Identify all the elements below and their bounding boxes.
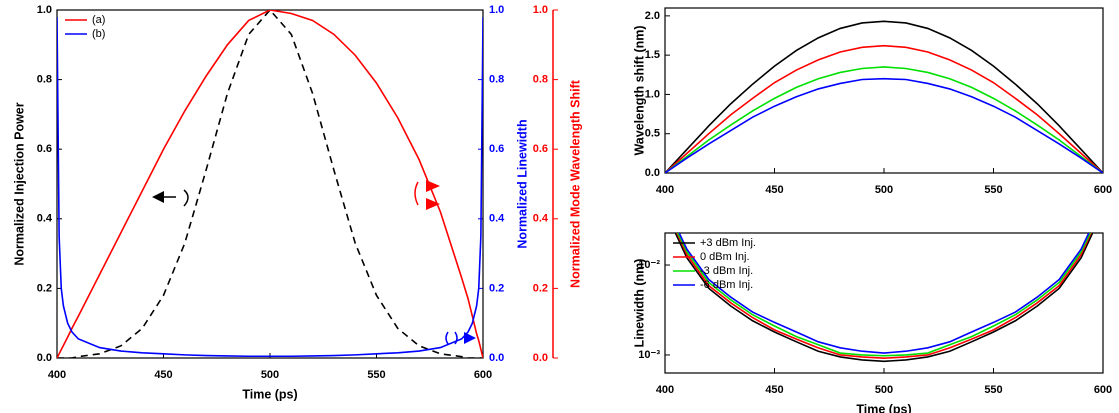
y-tick-label: 1.0 [645, 88, 660, 100]
series-line [676, 233, 1092, 357]
x-axis-label: Time (ps) [242, 387, 297, 401]
x-axis-label: Time (ps) [856, 402, 911, 413]
series-line [665, 66, 1103, 173]
x-tick-label: 400 [656, 184, 674, 196]
plot-area [674, 233, 1094, 363]
series-line [57, 10, 483, 358]
x-tick-label: 550 [984, 384, 1002, 396]
x-tick-label: 550 [367, 369, 385, 381]
series-line [665, 20, 1103, 173]
y-tick-label: 0.2 [533, 282, 548, 294]
annotation-arrows [152, 180, 476, 345]
y-tick-label: 1.0 [489, 4, 504, 16]
x-tick-label: 500 [875, 384, 893, 396]
x-tick-label: 450 [154, 369, 172, 381]
x-tick-label: 450 [765, 384, 783, 396]
series-line [57, 16, 483, 358]
y-tick-label: 0.6 [489, 143, 504, 155]
x-tick-label: 600 [1094, 184, 1112, 196]
legend-label: 0 dBm Inj. [700, 251, 750, 263]
y-tick-label: 0.0 [37, 352, 52, 364]
y-axis-label: Normalized Mode Wavelength Shift [568, 79, 582, 288]
series-line [665, 77, 1103, 173]
series-line [57, 10, 483, 358]
y-tick-label: 0.0 [645, 167, 660, 179]
series-line [665, 44, 1103, 173]
y-tick-label: 0.2 [37, 282, 52, 294]
y-tick-label: 0.4 [37, 213, 53, 225]
y-tick-label: 0.8 [533, 74, 548, 86]
legend-label: -6 dBm Inj. [700, 279, 753, 291]
arrow-right [464, 332, 476, 344]
arrow-right [426, 180, 440, 192]
y-tick-label: 1.5 [645, 49, 660, 61]
x-tick-label: 600 [1094, 384, 1112, 396]
y-tick-label: 0.8 [489, 74, 504, 86]
plot-frame [664, 232, 1104, 374]
arrow-arc [164, 189, 189, 207]
y-tick-label: 0.4 [533, 213, 549, 225]
legend-label: (a) [92, 14, 105, 26]
plot-frame [664, 7, 1104, 174]
plot-area [57, 10, 483, 358]
series-line [674, 233, 1094, 363]
y-tick-label: 1.0 [533, 4, 548, 16]
y-tick-label: 0.2 [489, 282, 504, 294]
y-axis-label: Normalized Injection Power [12, 102, 26, 265]
x-tick-label: 600 [474, 369, 492, 381]
y-tick-label: 10⁻² [638, 259, 660, 271]
x-tick-label: 500 [875, 184, 893, 196]
x-tick-label: 550 [984, 184, 1002, 196]
series-line [678, 233, 1090, 354]
y-tick-label: 10⁻³ [638, 349, 660, 361]
y-tick-label: 0.6 [37, 143, 52, 155]
plot-area [665, 20, 1103, 173]
y-tick-label: 0.4 [489, 213, 505, 225]
arrow-arc [445, 331, 458, 345]
y-axis-label: Linewidth (nm) [632, 259, 646, 348]
plot-frame [56, 9, 484, 359]
y-tick-label: 0.5 [645, 128, 660, 140]
y-tick-label: 0.6 [533, 143, 548, 155]
y-axis-label: Normalized Linewidth [515, 119, 529, 248]
legend-label: +3 dBm Inj. [700, 237, 756, 249]
x-tick-label: 450 [765, 184, 783, 196]
arrow-arc [414, 181, 419, 206]
legend-label: (b) [92, 28, 105, 40]
y-tick-label: 0.0 [533, 352, 548, 364]
x-tick-label: 400 [656, 384, 674, 396]
x-tick-label: 500 [261, 369, 279, 381]
y-tick-label: 0.8 [37, 74, 52, 86]
y-tick-label: 0.0 [489, 352, 504, 364]
arrow-right [426, 198, 440, 210]
y-tick-label: 1.0 [37, 4, 52, 16]
series-line [676, 233, 1092, 360]
y-axis-label: Wavelength shift (nm) [632, 25, 646, 155]
legend-label: -3 dBm Inj. [700, 265, 753, 277]
x-tick-label: 400 [48, 369, 66, 381]
arrow-left [152, 191, 164, 203]
y-tick-label: 2.0 [645, 10, 660, 22]
